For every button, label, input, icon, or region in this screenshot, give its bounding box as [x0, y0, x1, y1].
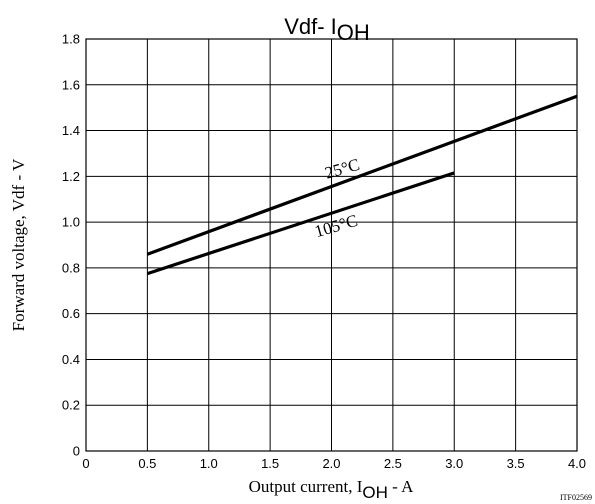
figure-code: ITF02569	[560, 493, 592, 502]
grid	[86, 39, 577, 451]
chart-title-main: Vdf- I	[284, 14, 337, 39]
y-tick-label: 1.0	[62, 215, 80, 230]
plot-frame	[85, 38, 578, 452]
y-tick-label: 0.8	[62, 260, 80, 275]
x-tick-label: 2.0	[322, 456, 340, 471]
x-tick-label: 3.0	[445, 456, 463, 471]
y-tick-label: 0.2	[62, 398, 80, 413]
y-tick-label: 0.6	[62, 306, 80, 321]
x-axis-label-sub: OH	[362, 483, 388, 502]
series-line	[146, 171, 455, 276]
y-tick-label: 1.6	[62, 77, 80, 92]
y-tick-label: 1.4	[62, 123, 80, 138]
x-tick-label: 1.5	[261, 456, 279, 471]
y-tick-label: 1.8	[62, 32, 80, 47]
y-tick-label: 1.2	[62, 169, 80, 184]
x-tick-labels: 0 0.5 1.0 1.5 2.0 2.5 3.0 3.5 4.0	[82, 456, 586, 471]
chart-title-sub: OH	[337, 20, 370, 45]
x-tick-label: 3.5	[507, 456, 525, 471]
y-tick-labels: 0 0.2 0.4 0.6 0.8 1.0 1.2 1.4 1.6 1.8	[62, 32, 80, 459]
x-axis-label: Output current, IOH - A	[249, 477, 415, 502]
series-annotation: 105°C	[313, 211, 360, 241]
x-tick-label: 1.0	[200, 456, 218, 471]
series-lines	[146, 94, 578, 276]
x-tick-label: 4.0	[568, 456, 586, 471]
x-tick-label: 0	[82, 456, 89, 471]
y-axis-label: Forward voltage, Vdf - V	[9, 158, 28, 331]
y-tick-label: 0.4	[62, 352, 80, 367]
x-tick-label: 2.5	[384, 456, 402, 471]
chart-title: Vdf- IOH	[284, 14, 370, 45]
x-axis-label-post: - A	[388, 477, 414, 496]
series-line	[146, 94, 578, 256]
y-tick-label: 0	[73, 444, 80, 459]
x-tick-label: 0.5	[138, 456, 156, 471]
x-axis-label-pre: Output current, I	[249, 477, 363, 496]
